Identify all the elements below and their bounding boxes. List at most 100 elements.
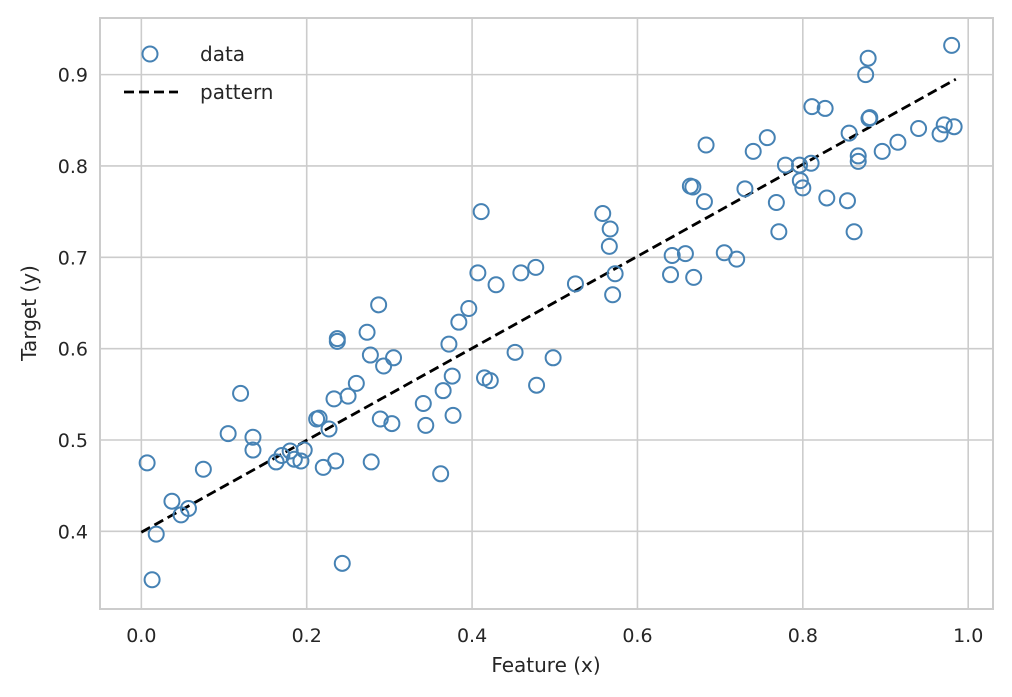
data-point xyxy=(481,372,499,390)
data-point xyxy=(512,264,530,282)
data-point xyxy=(383,415,401,433)
data-point xyxy=(849,152,867,170)
data-points xyxy=(138,36,963,589)
data-point xyxy=(566,275,584,293)
data-point xyxy=(460,299,478,317)
data-point xyxy=(910,120,928,138)
data-point xyxy=(147,525,165,543)
x-tick-label: 0.8 xyxy=(788,625,818,647)
y-tick-label: 0.7 xyxy=(58,247,88,269)
data-point xyxy=(362,453,380,471)
data-point xyxy=(791,172,809,190)
data-point xyxy=(695,193,713,211)
y-tick-label: 0.9 xyxy=(58,65,88,87)
data-point xyxy=(859,49,877,67)
data-point xyxy=(676,245,694,263)
x-tick-label: 0.2 xyxy=(292,625,322,647)
data-point xyxy=(935,116,953,134)
data-point xyxy=(472,203,490,221)
data-point xyxy=(528,376,546,394)
data-point xyxy=(685,268,703,286)
data-point xyxy=(794,179,812,197)
data-point xyxy=(339,387,357,405)
data-point xyxy=(889,133,907,151)
y-tick-label: 0.8 xyxy=(58,156,88,178)
x-axis-label: Feature (x) xyxy=(491,653,600,677)
data-point xyxy=(744,142,762,160)
data-point xyxy=(697,136,715,154)
data-point xyxy=(606,265,624,283)
data-point xyxy=(375,357,393,375)
data-point xyxy=(770,223,788,241)
data-point xyxy=(873,142,891,160)
y-tick-label: 0.5 xyxy=(58,430,88,452)
data-point xyxy=(840,124,858,142)
data-point xyxy=(417,416,435,434)
data-point xyxy=(414,394,432,412)
data-point xyxy=(776,156,794,174)
data-point xyxy=(370,296,388,314)
legend-pattern-label: pattern xyxy=(200,80,274,104)
data-point xyxy=(487,276,505,294)
data-point xyxy=(818,189,836,207)
data-point xyxy=(310,409,328,427)
data-point xyxy=(434,382,452,400)
data-point xyxy=(767,194,785,212)
data-point xyxy=(358,323,376,341)
data-point xyxy=(663,246,681,264)
grid xyxy=(100,18,993,609)
data-point xyxy=(143,571,161,589)
data-point xyxy=(440,335,458,353)
data-point xyxy=(861,109,879,127)
data-point xyxy=(684,178,702,196)
data-point xyxy=(244,428,262,446)
data-point xyxy=(849,147,867,165)
data-point xyxy=(469,264,487,282)
x-axis-ticks: 0.0 0.2 0.4 0.6 0.8 1.0 xyxy=(126,625,983,647)
legend-data-marker xyxy=(141,45,159,63)
data-point xyxy=(219,425,237,443)
data-point xyxy=(194,460,212,478)
data-point xyxy=(333,554,351,572)
data-point xyxy=(138,454,156,472)
x-tick-label: 0.6 xyxy=(622,625,652,647)
data-point xyxy=(347,374,365,392)
legend: data pattern xyxy=(124,42,274,104)
x-tick-label: 1.0 xyxy=(953,625,983,647)
y-tick-label: 0.4 xyxy=(58,521,88,543)
data-point xyxy=(292,452,310,470)
data-point xyxy=(527,258,545,276)
data-point xyxy=(432,465,450,483)
data-point xyxy=(728,250,746,268)
y-tick-label: 0.6 xyxy=(58,339,88,361)
data-point xyxy=(361,346,379,364)
data-point xyxy=(371,410,389,428)
trend-line-layer xyxy=(140,77,957,534)
data-point xyxy=(179,500,197,518)
data-point xyxy=(385,349,403,367)
x-tick-label: 0.4 xyxy=(457,625,487,647)
data-point xyxy=(244,441,262,459)
data-point xyxy=(285,450,303,468)
data-point xyxy=(802,154,820,172)
data-point xyxy=(943,36,961,54)
data-point xyxy=(838,192,856,210)
data-point xyxy=(857,66,875,84)
data-point xyxy=(736,180,754,198)
legend-data-label: data xyxy=(200,42,245,66)
data-point xyxy=(506,343,524,361)
data-point xyxy=(325,390,343,408)
pattern-line xyxy=(140,77,957,534)
data-point xyxy=(594,204,612,222)
data-point xyxy=(320,420,338,438)
data-point xyxy=(758,129,776,147)
data-point xyxy=(163,492,181,510)
data-point xyxy=(544,349,562,367)
data-point xyxy=(444,406,462,424)
data-point xyxy=(816,99,834,117)
data-point xyxy=(232,384,250,402)
y-axis-label: Target (y) xyxy=(17,265,41,362)
data-point xyxy=(450,313,468,331)
data-point xyxy=(604,286,622,304)
